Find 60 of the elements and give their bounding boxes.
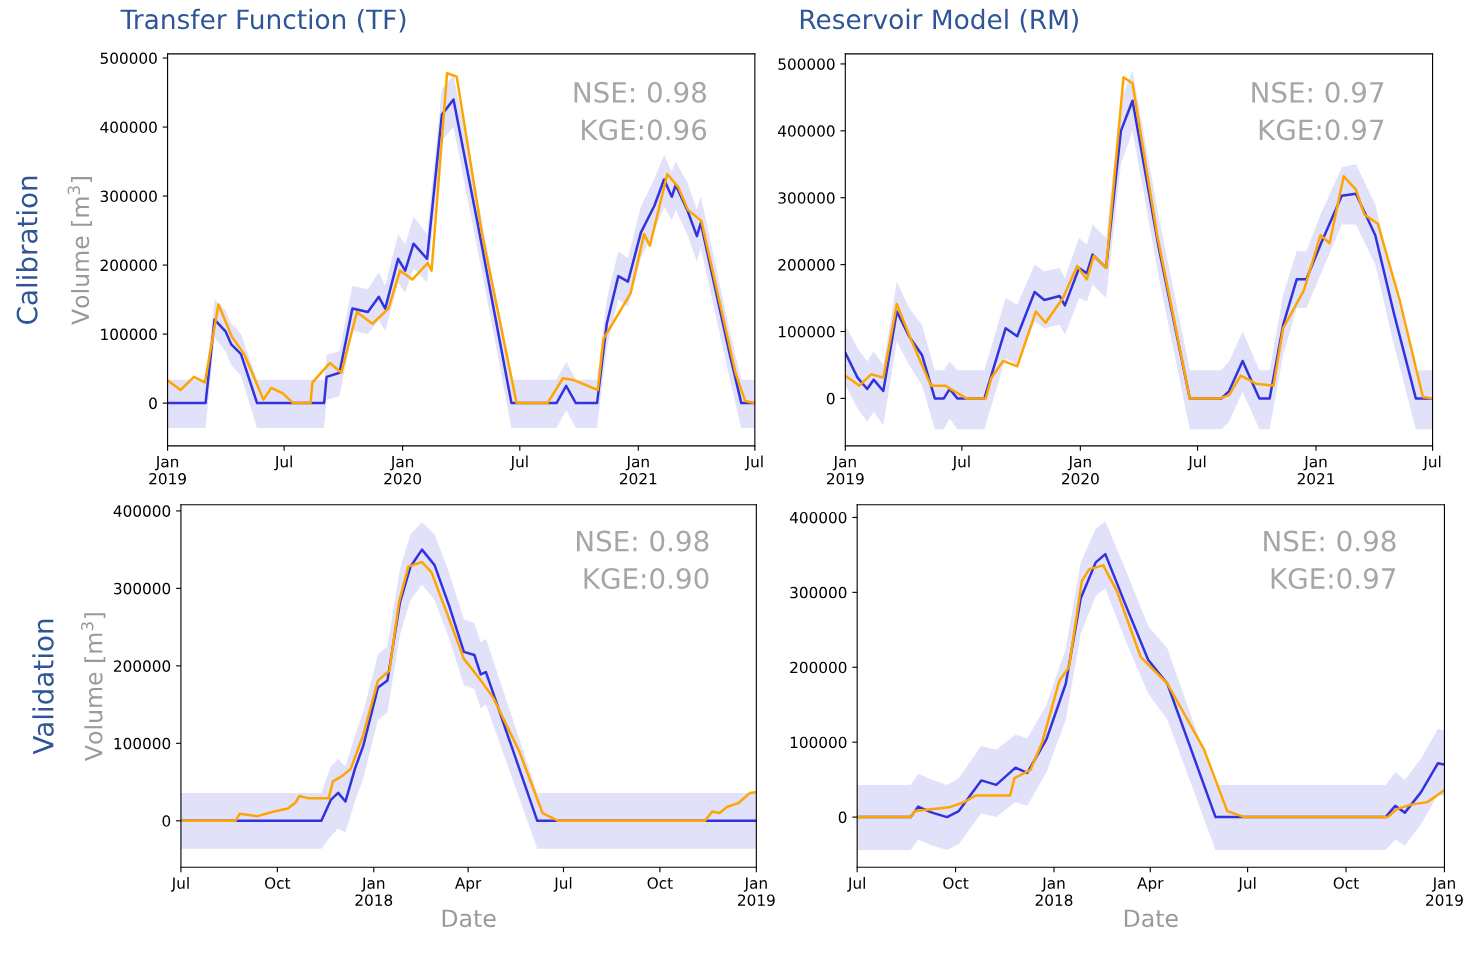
y-tick-label: 0 xyxy=(826,392,835,405)
annotation: NSE: 0.98 KGE:0.90 xyxy=(577,530,709,590)
y-tick-label: 100000 xyxy=(114,737,171,750)
y-tick-label: 400000 xyxy=(789,511,847,524)
text: Validation xyxy=(32,619,54,755)
y-tick-label: 200000 xyxy=(790,661,847,674)
y-tick-label: 300000 xyxy=(778,192,835,204)
y-tick-label: 300000 xyxy=(100,190,157,203)
y-axis-title: Volume [m$^{3}$] xyxy=(67,177,92,325)
x-axis-title: Date xyxy=(1124,909,1178,928)
x-tick-label: Oct xyxy=(943,877,969,889)
x-tick-label: Jul xyxy=(1422,455,1441,471)
y-tick-label: 200000 xyxy=(100,259,157,272)
x-tick-label: Jan 2019 xyxy=(738,877,775,906)
x-tick-label: Oct xyxy=(1333,877,1359,889)
x-tick-label: Jul xyxy=(553,877,572,892)
x-tick-label: Jul xyxy=(274,455,292,471)
x-tick-label: Apr xyxy=(455,877,482,892)
x-tick-label: Jul xyxy=(1187,455,1206,471)
annotation: NSE: 0.98 KGE:0.97 xyxy=(1264,530,1396,590)
y-tick-label: 200000 xyxy=(778,259,835,271)
x-tick-label: Jan 2019 xyxy=(1426,877,1463,906)
x-tick-label: Jan 2021 xyxy=(619,456,657,485)
x-tick-label: Jan 2021 xyxy=(1297,456,1335,485)
x-tick-label: Jul xyxy=(847,877,865,892)
text: Calibration xyxy=(16,176,38,324)
y-tick-label: 500000 xyxy=(778,58,835,70)
y-tick-label: 0 xyxy=(162,815,171,827)
y-tick-label: 400000 xyxy=(100,121,157,134)
x-tick-label: Jan 2018 xyxy=(1035,877,1073,906)
y-tick-label: 100000 xyxy=(101,328,157,341)
x-tick-label: Oct xyxy=(265,877,291,889)
y-tick-label: 0 xyxy=(838,811,847,824)
chart-title: Transfer Function (TF) xyxy=(120,8,406,33)
annotation: NSE: 0.97 KGE:0.97 xyxy=(1252,81,1384,141)
y-tick-label: 0 xyxy=(149,397,157,410)
x-tick-label: Jan 2019 xyxy=(826,456,864,485)
x-tick-label: Jul xyxy=(170,877,189,892)
x-tick-label: Jan 2019 xyxy=(149,456,186,485)
y-tick-label: 100000 xyxy=(778,325,835,338)
x-tick-label: Oct xyxy=(647,877,673,889)
y-tick-label: 300000 xyxy=(114,582,171,595)
y-axis-title: Volume [m$^{3}$] xyxy=(80,613,106,761)
y-tick-label: 200000 xyxy=(114,660,171,672)
annotation: NSE: 0.98 KGE:0.96 xyxy=(574,81,707,141)
chart-title: Reservoir Model (RM) xyxy=(800,8,1078,33)
x-tick-label: Jan 2018 xyxy=(355,877,393,906)
x-tick-label: Jul xyxy=(1237,877,1256,892)
x-axis-title: Date xyxy=(442,909,496,928)
y-tick-label: 400000 xyxy=(778,125,835,137)
x-tick-label: Jul xyxy=(744,455,763,471)
x-tick-label: Jan 2020 xyxy=(1062,456,1099,485)
x-tick-label: Apr xyxy=(1137,877,1164,892)
y-tick-label: 100000 xyxy=(790,736,847,749)
y-tick-label: 300000 xyxy=(790,586,847,599)
x-tick-label: Jan 2020 xyxy=(384,456,422,485)
x-tick-label: Jul xyxy=(509,455,528,471)
y-tick-label: 400000 xyxy=(113,505,171,517)
y-tick-label: 500000 xyxy=(100,52,157,65)
x-tick-label: Jul xyxy=(951,455,970,471)
